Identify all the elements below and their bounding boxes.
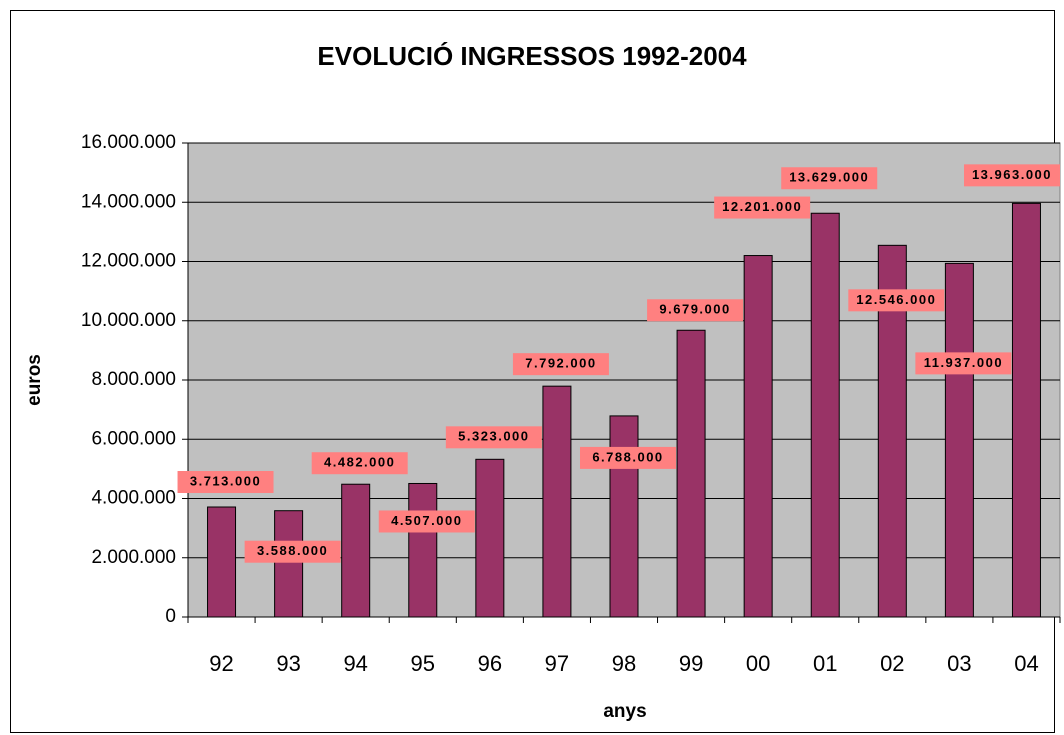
value-label-box: [781, 167, 878, 190]
bar: [341, 483, 371, 618]
x-tick-label: 03: [947, 651, 971, 676]
x-tick-label: 96: [478, 651, 502, 676]
x-tick-label: 94: [343, 651, 367, 676]
bar: [274, 510, 304, 618]
value-label: 3.713.000: [190, 473, 261, 488]
value-label: 13.629.000: [789, 170, 869, 185]
x-tick-label: 97: [545, 651, 569, 676]
x-tick-label: 98: [612, 651, 636, 676]
y-tick-label: 6.000.000: [91, 428, 176, 449]
value-label-box: [244, 540, 341, 563]
value-label: 12.546.000: [856, 292, 936, 307]
value-label: 9.679.000: [659, 302, 730, 317]
bar: [475, 458, 505, 618]
y-axis-title: euros: [24, 354, 45, 406]
y-tick-label: 2.000.000: [91, 547, 176, 568]
value-label-box: [177, 471, 274, 494]
x-tick-label: 92: [209, 651, 233, 676]
x-tick-label: 00: [746, 651, 770, 676]
bar: [944, 262, 974, 618]
value-label-box: [580, 446, 676, 469]
value-label-box: [714, 196, 811, 219]
value-label-box: [378, 510, 475, 533]
value-label: 13.963.000: [972, 167, 1052, 182]
value-label: 12.201.000: [722, 199, 802, 214]
value-label: 4.482.000: [324, 455, 395, 470]
y-tick-label: 16.000.000: [81, 132, 176, 153]
x-tick-label: 01: [813, 651, 837, 676]
x-tick-label: 02: [880, 651, 904, 676]
bar: [542, 385, 572, 618]
bar: [743, 255, 773, 618]
y-tick-label: 10.000.000: [81, 310, 176, 331]
value-label-box: [445, 426, 542, 449]
value-label-box: [647, 299, 744, 322]
x-tick-label: 04: [1014, 651, 1038, 676]
bar: [609, 415, 639, 618]
value-label: 5.323.000: [458, 429, 529, 444]
bar: [1011, 202, 1041, 618]
bar: [207, 506, 237, 618]
value-label: 4.507.000: [391, 513, 462, 528]
value-label: 11.937.000: [924, 355, 1003, 370]
value-label-box: [848, 289, 945, 312]
value-label-box: [512, 353, 609, 376]
x-tick-label: 95: [411, 651, 435, 676]
value-label: 3.588.000: [257, 543, 328, 558]
x-tick-label: 99: [679, 651, 703, 676]
x-axis-title: anys: [603, 701, 646, 722]
y-tick-label: 12.000.000: [81, 251, 176, 272]
x-tick-label: 93: [276, 651, 300, 676]
y-tick-label: 4.000.000: [91, 488, 176, 509]
bar: [676, 329, 706, 618]
bar: [408, 482, 438, 618]
value-label: 7.792.000: [525, 356, 596, 371]
y-tick-label: 8.000.000: [91, 369, 176, 390]
value-label-box: [915, 352, 1012, 375]
y-tick-label: 0: [165, 606, 176, 627]
chart-title: EVOLUCIÓ INGRESSOS 1992-2004: [317, 41, 747, 71]
value-label-box: [964, 164, 1060, 187]
y-tick-label: 14.000.000: [81, 191, 176, 212]
value-label-box: [311, 452, 408, 475]
bar: [810, 212, 840, 618]
value-label: 6.788.000: [592, 449, 663, 464]
